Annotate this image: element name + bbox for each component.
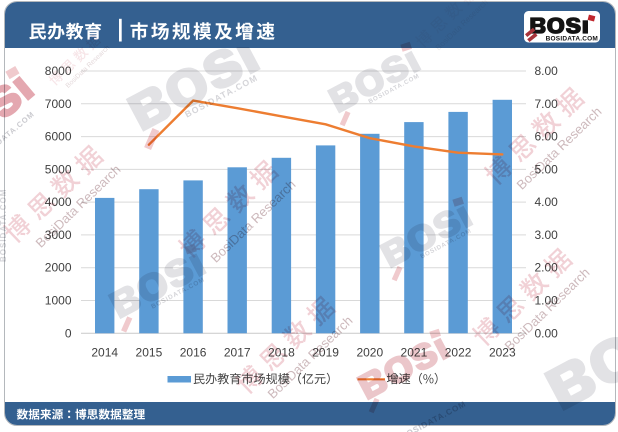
svg-text:BOSIDATA.COM: BOSIDATA.COM (546, 36, 598, 43)
svg-text:2019: 2019 (312, 346, 339, 360)
svg-text:2000: 2000 (45, 261, 72, 275)
svg-text:8.00: 8.00 (535, 64, 559, 78)
svg-text:8000: 8000 (45, 64, 72, 78)
svg-text:1000: 1000 (45, 294, 72, 308)
svg-text:2022: 2022 (445, 346, 472, 360)
svg-text:2023: 2023 (489, 346, 516, 360)
svg-text:3.00: 3.00 (535, 228, 559, 242)
svg-text:0.00: 0.00 (535, 326, 559, 340)
svg-text:2018: 2018 (268, 346, 295, 360)
svg-text:3000: 3000 (45, 228, 72, 242)
svg-text:2017: 2017 (224, 346, 251, 360)
svg-text:2015: 2015 (136, 346, 163, 360)
svg-text:2020: 2020 (356, 346, 383, 360)
svg-text:6.00: 6.00 (535, 130, 559, 144)
svg-text:7.00: 7.00 (535, 97, 559, 111)
svg-text:4000: 4000 (45, 195, 72, 209)
svg-text:1.00: 1.00 (535, 294, 559, 308)
svg-text:5.00: 5.00 (535, 162, 559, 176)
svg-text:2021: 2021 (401, 346, 428, 360)
svg-text:4.00: 4.00 (535, 195, 559, 209)
svg-text:5000: 5000 (45, 162, 72, 176)
svg-text:7000: 7000 (45, 97, 72, 111)
svg-text:2.00: 2.00 (535, 261, 559, 275)
svg-text:0: 0 (65, 326, 72, 340)
svg-text:2016: 2016 (180, 346, 207, 360)
svg-text:2014: 2014 (91, 346, 118, 360)
svg-text:6000: 6000 (45, 130, 72, 144)
